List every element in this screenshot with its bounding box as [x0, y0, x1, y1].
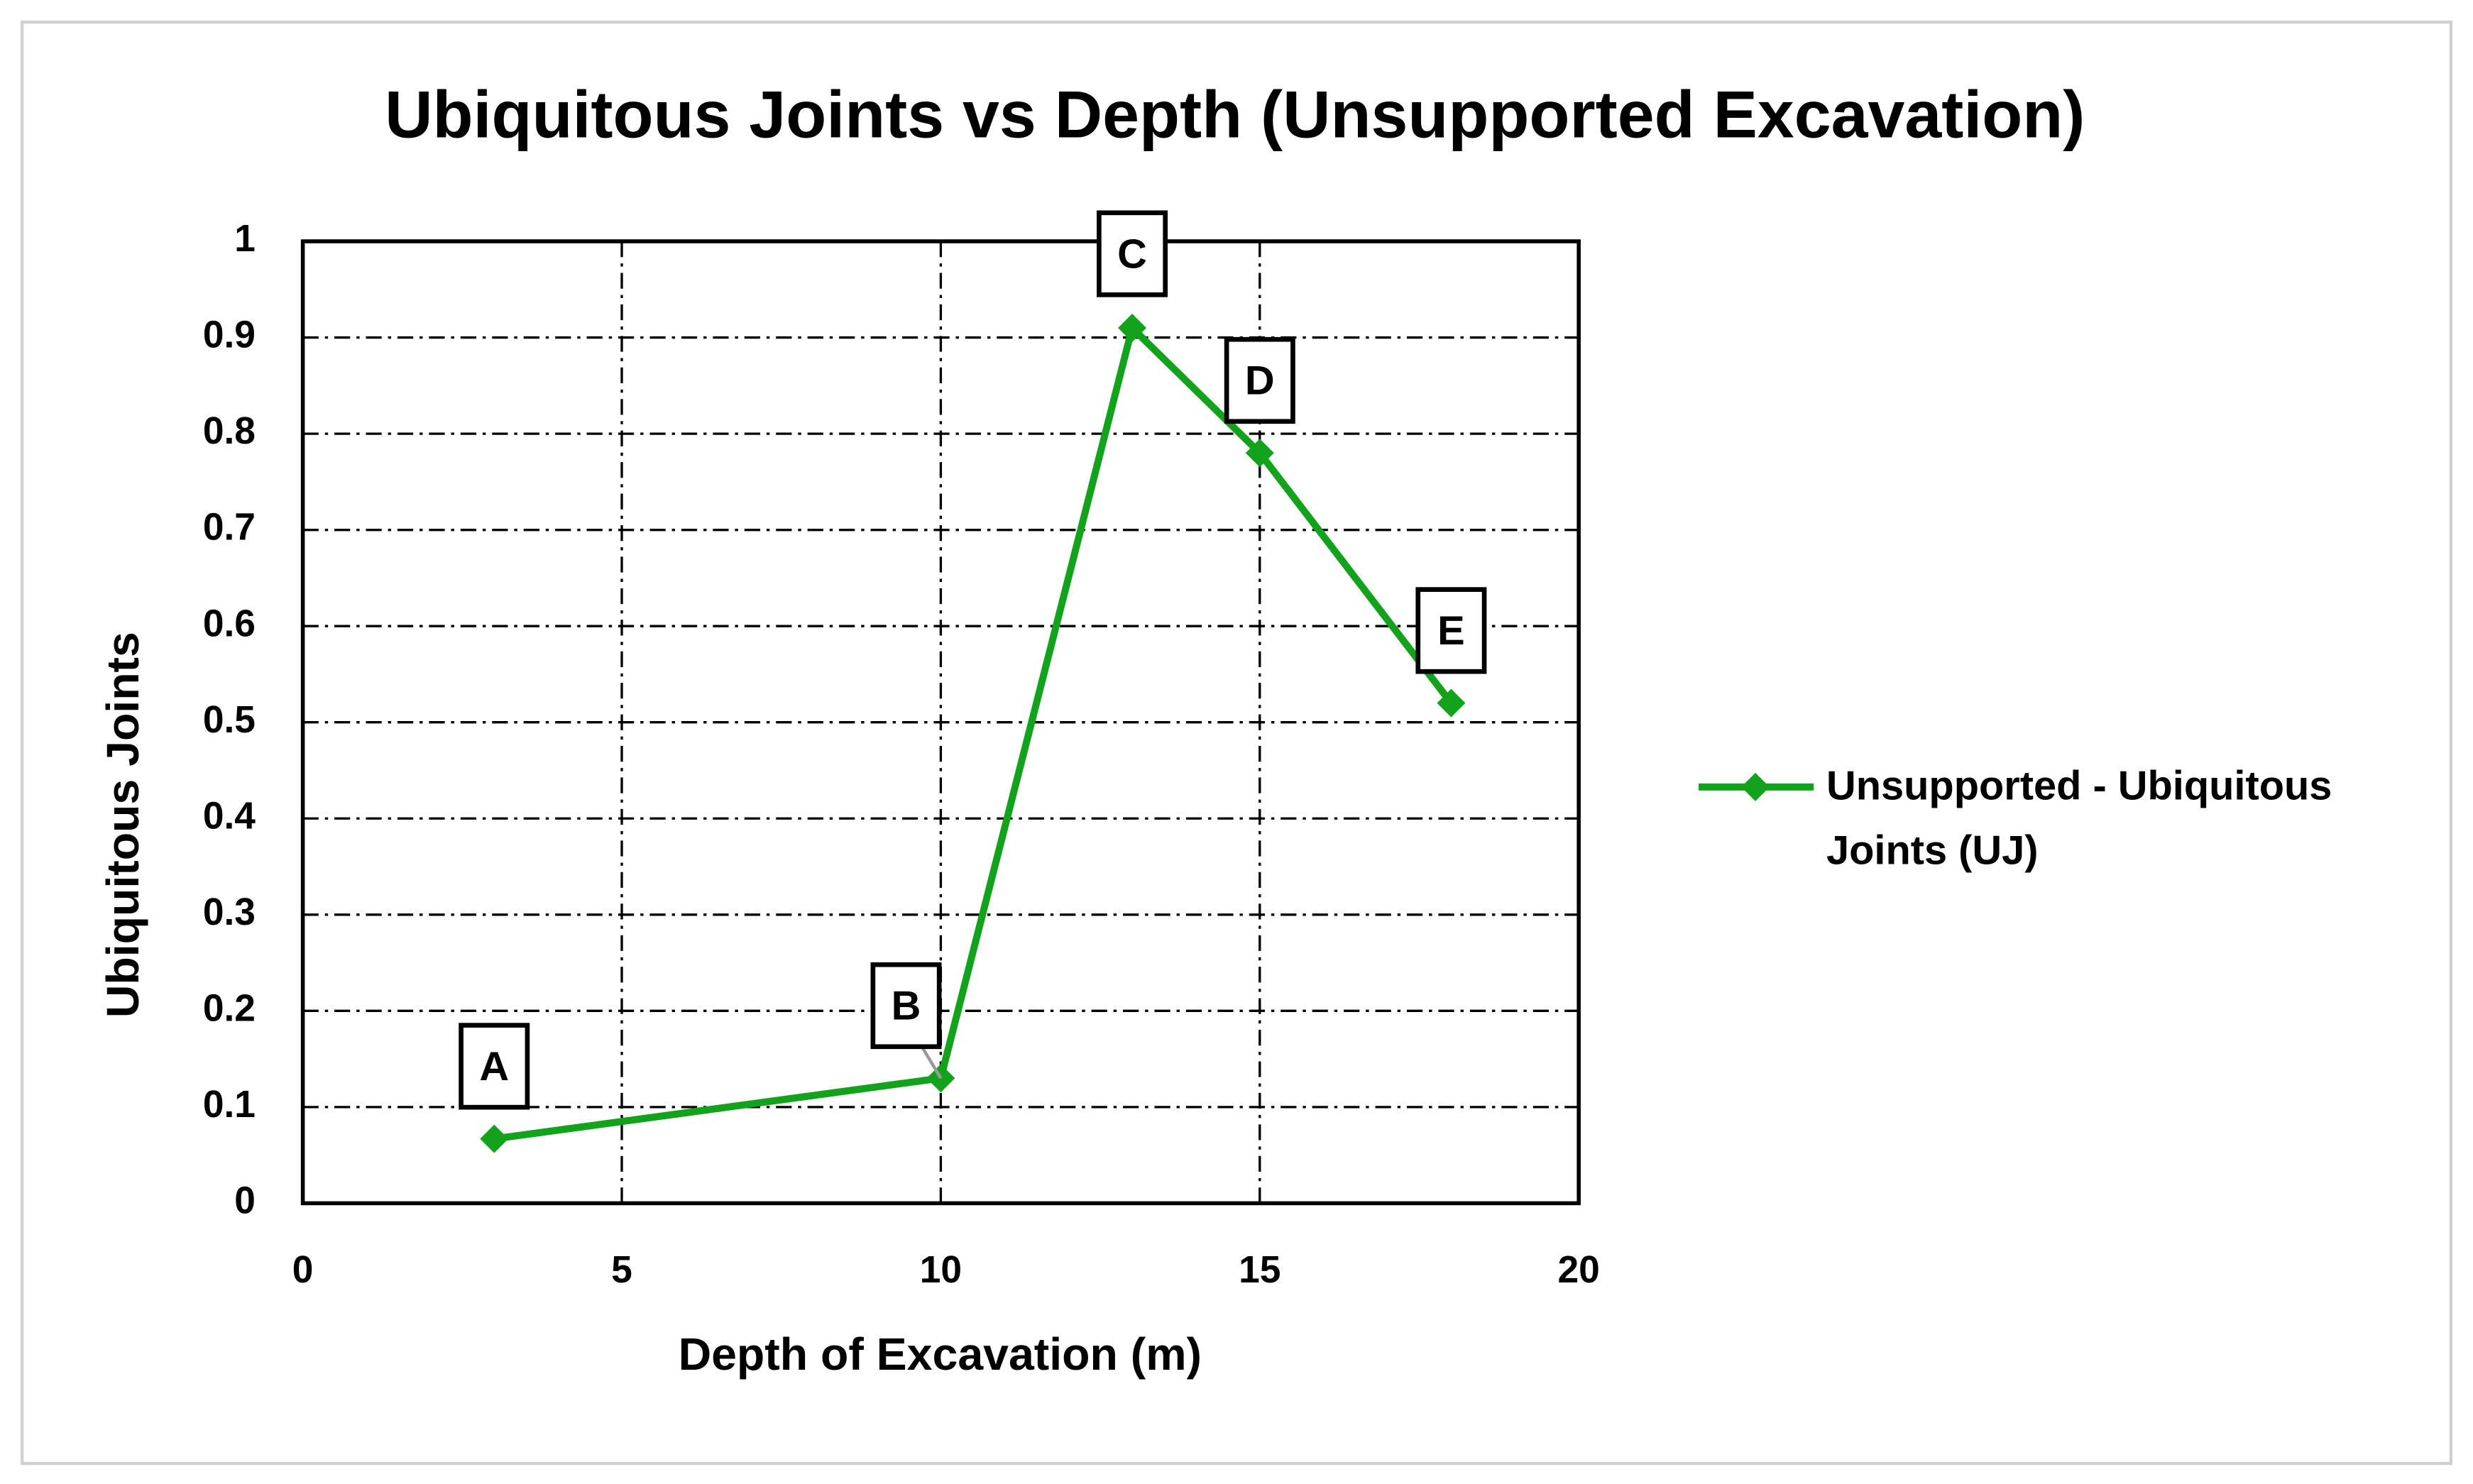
- legend-marker: [1741, 772, 1770, 801]
- y-tick-label: 0.2: [203, 987, 256, 1029]
- y-tick-label: 0.1: [203, 1084, 256, 1126]
- y-tick-label: 0.5: [203, 699, 256, 741]
- x-tick-label: 10: [920, 1249, 962, 1291]
- x-tick-label: 5: [611, 1249, 632, 1291]
- x-tick-label: 15: [1239, 1249, 1281, 1291]
- annotation-box: [870, 962, 942, 1050]
- annotation: A: [479, 1044, 509, 1089]
- annotation-box: [1415, 587, 1487, 674]
- y-tick-label: 0.9: [203, 314, 256, 356]
- x-axis-label: Depth of Excavation (m): [679, 1329, 1202, 1380]
- annotation: B: [892, 984, 921, 1029]
- y-tick-label: 0.4: [203, 795, 256, 837]
- plot-frame: [300, 239, 1581, 1206]
- x-tick-label: 20: [1558, 1249, 1600, 1291]
- chart-border: [20, 20, 2453, 1466]
- y-axis-label: Ubiquitous Joints: [97, 632, 148, 1018]
- annotation: D: [1245, 358, 1275, 404]
- annotation-box: [1097, 210, 1168, 297]
- y-tick-label: 0.6: [203, 603, 256, 644]
- annotation: C: [1117, 231, 1147, 277]
- annotation-box: [1224, 336, 1295, 424]
- y-tick-label: 0.8: [203, 410, 256, 452]
- y-tick-label: 1: [234, 218, 256, 260]
- annotation-box: [459, 1023, 530, 1110]
- y-tick-label: 0: [234, 1180, 256, 1221]
- legend-label: Unsupported - Ubiquitous Joints (UJ): [1826, 762, 2332, 874]
- y-tick-label: 0.7: [203, 507, 256, 549]
- annotation: E: [1437, 608, 1465, 654]
- legend-text-box: Unsupported - Ubiquitous Joints (UJ): [1826, 762, 2332, 874]
- chart-title: Ubiquitous Joints vs Depth (Unsupported …: [385, 78, 2085, 152]
- x-tick-label: 0: [292, 1249, 314, 1291]
- data-point: [1245, 439, 1274, 468]
- annotation-leader: [920, 1045, 943, 1079]
- data-point: [1437, 688, 1466, 718]
- y-tick-label: 0.3: [203, 891, 256, 933]
